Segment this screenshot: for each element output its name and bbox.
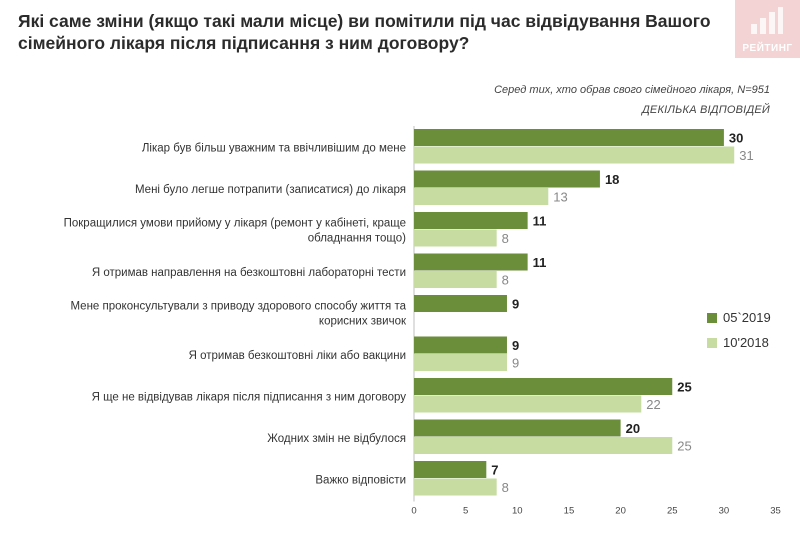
data-label-series-a: 25	[677, 380, 691, 395]
data-label-series-b: 8	[502, 480, 509, 495]
data-label-series-b: 13	[553, 190, 567, 205]
x-tick-label: 25	[667, 506, 678, 517]
bar-series-a	[414, 253, 528, 271]
data-label-series-b: 8	[502, 273, 509, 288]
bar-series-a	[414, 461, 487, 478]
category-label: Жодних змін не відбулося	[267, 433, 406, 445]
legend-swatch-a	[707, 312, 717, 323]
logo-text: РЕЙТИНГ	[742, 43, 793, 54]
legend-item-series-b: 10'2018	[707, 335, 771, 350]
category-label: корисних звичок	[319, 316, 407, 328]
bar-series-a	[414, 336, 507, 354]
data-label-series-a: 18	[605, 172, 619, 187]
bar-series-b	[414, 437, 673, 454]
data-label-series-a: 30	[729, 131, 743, 146]
bar-series-b	[414, 188, 549, 205]
data-label-series-a: 7	[491, 463, 498, 478]
multiple-answers-note: ДЕКІЛЬКА ВІДПОВІДЕЙ	[641, 104, 770, 116]
bar-series-b	[414, 146, 735, 164]
legend-swatch-b	[707, 337, 717, 348]
bar-series-b	[414, 229, 497, 247]
data-label-series-b: 31	[739, 148, 753, 163]
x-tick-label: 20	[615, 506, 626, 517]
x-tick-label: 15	[564, 506, 575, 517]
data-label-series-b: 8	[502, 231, 509, 246]
data-label-series-b: 25	[677, 439, 691, 454]
legend: 05`2019 10'2018	[707, 310, 771, 360]
legend-item-series-a: 05`2019	[707, 310, 771, 325]
x-tick-label: 30	[719, 506, 730, 517]
category-label: Я отримав безкоштовні ліки або вакцини	[189, 350, 406, 362]
bar-series-a	[414, 129, 724, 146]
legend-label-a: 05`2019	[723, 310, 771, 325]
bar-series-b	[414, 354, 507, 371]
data-label-series-a: 20	[626, 421, 640, 436]
data-label-series-a: 9	[512, 338, 519, 353]
bar-series-a	[414, 419, 621, 437]
category-label: Я отримав направлення на безкоштовні лаб…	[92, 267, 406, 279]
bar-series-b	[414, 395, 642, 413]
sample-note: Серед тих, хто обрав свого сімейного лік…	[494, 84, 770, 96]
data-label-series-b: 9	[512, 356, 519, 371]
x-tick-label: 10	[512, 506, 523, 517]
bar-series-a	[414, 295, 507, 312]
data-label-series-a: 9	[512, 297, 519, 312]
category-label: обладнання тощо)	[308, 233, 406, 245]
bar-series-a	[414, 170, 600, 188]
category-label: Покращилися умови прийому у лікаря (ремо…	[64, 218, 406, 230]
x-tick-label: 5	[463, 506, 468, 517]
bar-series-a	[414, 378, 673, 395]
data-label-series-a: 11	[533, 255, 547, 270]
bar-series-b	[414, 271, 497, 288]
rating-logo: РЕЙТИНГ	[735, 0, 800, 58]
category-label: Я ще не відвідував лікаря після підписан…	[92, 392, 407, 404]
bar-series-a	[414, 212, 528, 229]
category-label: Мені було легше потрапити (записатися) д…	[135, 184, 406, 196]
logo-mark-icon	[751, 7, 783, 34]
x-tick-label: 0	[411, 506, 416, 517]
category-label: Лікар був більш уважним та ввічливішим д…	[142, 143, 406, 155]
data-label-series-a: 11	[533, 214, 547, 229]
data-label-series-b: 22	[646, 397, 660, 412]
category-label: Важко відповісти	[315, 475, 406, 487]
legend-label-b: 10'2018	[723, 335, 769, 350]
x-tick-label: 35	[770, 506, 781, 517]
bar-series-b	[414, 478, 497, 496]
chart-title: Які саме зміни (якщо такі мали місце) ви…	[18, 11, 711, 53]
category-label: Мене проконсультували з приводу здоровог…	[70, 301, 406, 313]
